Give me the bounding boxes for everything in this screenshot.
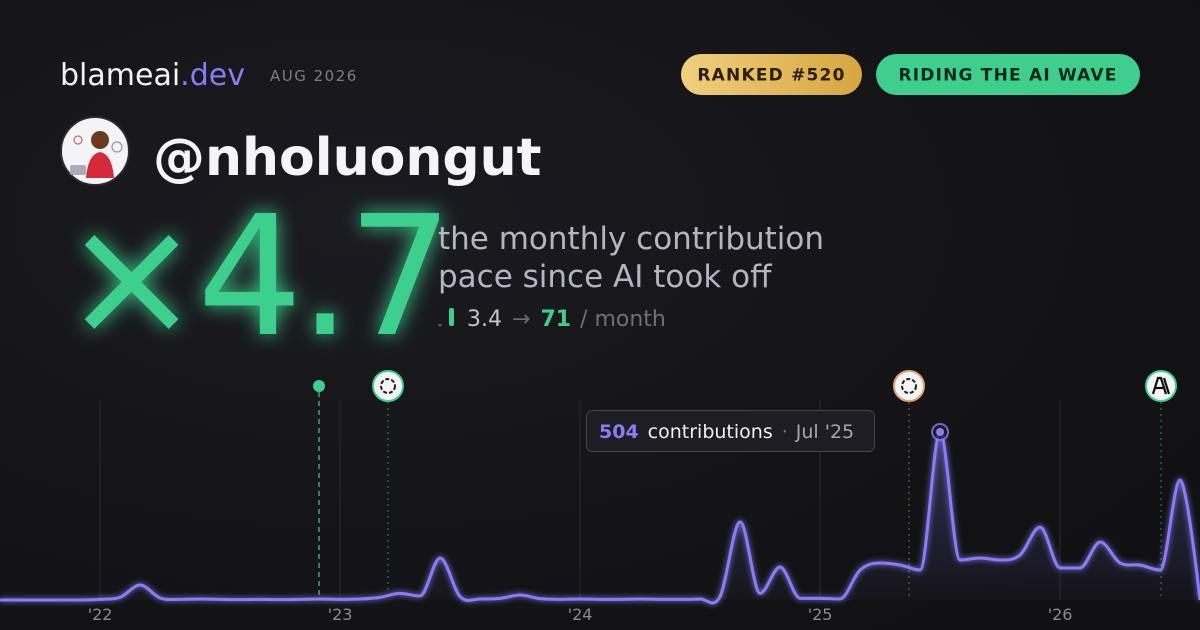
x-tick-label: '23	[328, 605, 353, 624]
caption-line: pace since AI took off	[438, 259, 772, 295]
tooltip-sep: ·	[782, 421, 788, 443]
tooltip-text: 504 contributions · Jul '25	[599, 421, 854, 443]
brand: blameai.dev	[60, 58, 245, 93]
x-tick-label: '24	[568, 605, 593, 624]
area	[0, 432, 1200, 603]
caption-line: the monthly contribution	[438, 221, 824, 257]
stat-icon	[438, 324, 442, 326]
tooltip: 504 contributions · Jul '25	[586, 410, 875, 452]
date: AUG 2026	[270, 67, 358, 85]
x-tick-label: '22	[88, 605, 113, 624]
stats: 3.4 → 71 / month	[467, 307, 666, 332]
stat-arrow: →	[512, 307, 530, 332]
tooltip-unit: contributions	[648, 421, 773, 443]
tooltip-value: 504	[599, 421, 639, 443]
highlight-dot	[936, 428, 945, 436]
chart: '22 '23 '24 '25 '26	[0, 400, 1200, 624]
wave-badge-text: RIDING THE AI WAVE	[898, 66, 1117, 86]
multiplier: ×4.7	[62, 181, 449, 374]
tooltip-box	[586, 410, 875, 452]
event-markers	[313, 370, 1177, 600]
tooltip-date: Jul '25	[795, 421, 854, 443]
wave-badge	[876, 54, 1140, 95]
x-tick-label: '26	[1048, 605, 1073, 624]
x-tick-label: '25	[808, 605, 833, 624]
avatar	[60, 116, 130, 186]
rank-badge	[681, 54, 862, 95]
stat-unit: / month	[580, 307, 666, 332]
stat-icon	[449, 308, 454, 326]
stat-after: 71	[540, 307, 571, 332]
rank-badge-text: RANKED #520	[697, 66, 845, 86]
stat-before: 3.4	[467, 307, 502, 332]
line	[0, 430, 1200, 605]
brand-name: blameai	[60, 58, 180, 93]
handle: @nholuongut	[153, 128, 541, 188]
brand-tld: .dev	[180, 58, 245, 93]
